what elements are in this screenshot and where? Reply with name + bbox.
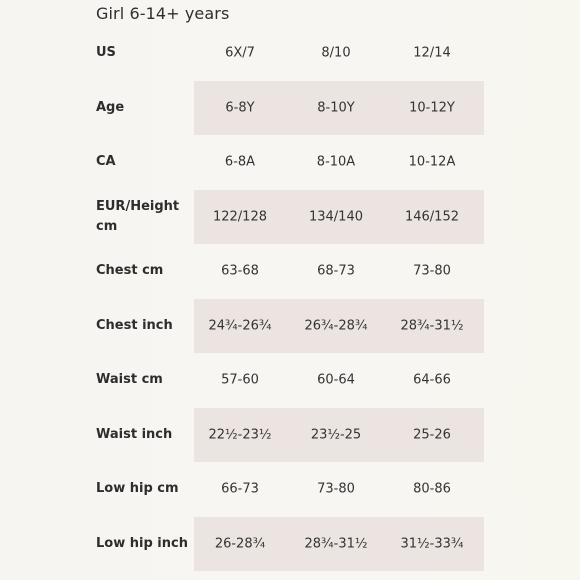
table-row: Low hip cm 66-73 73-80 80-86 [96,462,484,517]
row-shading [194,189,484,244]
table-cell: 6-8A [224,154,256,170]
table-cell: 63-68 [221,263,259,279]
table-cell: 26-28¾ [214,536,266,552]
table-cell: 134/140 [308,209,364,225]
table-cell: 80-86 [413,481,451,497]
table-row: Chest cm 63-68 68-73 73-80 [96,244,484,299]
table-header-row: US 6X/7 8/10 12/14 [96,26,484,81]
column-header: 6X/7 [225,45,255,61]
table-row: Waist cm 57-60 60-64 64-66 [96,353,484,408]
table-cell: 146/152 [404,209,460,225]
table-cell: 68-73 [317,263,355,279]
table-cell: 6-8Y [225,100,255,116]
table-row: EUR/Height cm 122/128 134/140 146/152 [96,189,484,244]
row-shading [194,298,484,353]
row-shading [194,80,484,135]
table-cell: 10-12A [408,154,456,170]
table-cell: 66-73 [221,481,259,497]
table-row: CA 6-8A 8-10A 10-12A [96,135,484,190]
row-label: Chest cm [96,263,164,279]
table-cell: 10-12Y [409,100,455,116]
table-cell: 60-64 [317,372,355,388]
table-cell: 26¾-28¾ [304,318,368,334]
row-label: Waist inch [96,426,173,442]
table-cell: 24¾-26¾ [208,318,272,334]
column-header: 8/10 [321,45,351,61]
table-cell: 73-80 [317,481,355,497]
page-title: Girl 6-14+ years [96,4,230,23]
row-label: Age [96,99,125,115]
header-label: US [96,45,116,61]
table-cell: 31½-33¾ [400,536,464,552]
table-cell: 22½-23½ [208,427,272,443]
table-cell: 122/128 [212,209,268,225]
table-cell: 64-66 [413,372,451,388]
column-header: 12/14 [413,45,451,61]
row-label: CA [96,154,116,170]
row-label: Chest inch [96,317,173,333]
row-label: EUR/Height cm [96,198,180,234]
row-label: Low hip cm [96,481,179,497]
table-cell: 8-10Y [317,100,355,116]
size-table: US 6X/7 8/10 12/14 Age 6-8Y 8-10Y 10-12Y… [96,26,484,571]
table-row: Chest inch 24¾-26¾ 26¾-28¾ 28¾-31½ [96,298,484,353]
row-shading [194,516,484,571]
row-label: Waist cm [96,372,163,388]
table-cell: 28¾-31½ [304,536,368,552]
table-row: Age 6-8Y 8-10Y 10-12Y [96,80,484,135]
table-cell: 8-10A [316,154,356,170]
table-cell: 73-80 [413,263,451,279]
table-row: Low hip inch 26-28¾ 28¾-31½ 31½-33¾ [96,516,484,571]
table-cell: 25-26 [413,427,451,443]
table-cell: 23½-25 [310,427,362,443]
table-cell: 57-60 [221,372,259,388]
row-label: Low hip inch [96,535,188,551]
row-shading [194,407,484,462]
table-cell: 28¾-31½ [400,318,464,334]
table-row: Waist inch 22½-23½ 23½-25 25-26 [96,407,484,462]
